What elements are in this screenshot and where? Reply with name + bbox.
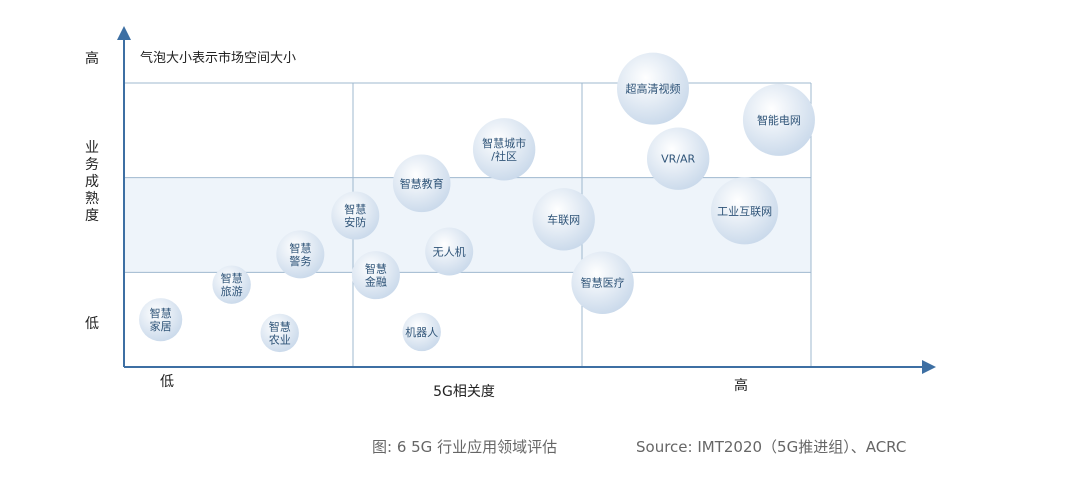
bubble: 无人机 bbox=[425, 227, 474, 276]
bubble-circle bbox=[139, 298, 183, 342]
bubble: 工业互联网 bbox=[710, 177, 779, 245]
bubble-label: 智慧医疗 bbox=[581, 276, 625, 290]
bubble-label: 车联网 bbox=[547, 212, 580, 226]
x-axis-label: 5G相关度 bbox=[433, 384, 495, 400]
bubble-circle bbox=[351, 251, 400, 300]
y-axis-label-char: 业 bbox=[85, 140, 99, 156]
bubble-circle bbox=[402, 312, 441, 352]
bubble-label: 智慧 bbox=[289, 241, 311, 255]
bubble-label: 智慧城市 bbox=[482, 136, 526, 150]
bubble-label: 智慧 bbox=[269, 319, 291, 333]
bubble-circle bbox=[276, 230, 325, 279]
figure-caption: 图: 6 5G 行业应用领域评估 bbox=[372, 438, 558, 456]
y-tick-low: 低 bbox=[85, 316, 99, 332]
bubble-label: 安防 bbox=[344, 215, 366, 229]
y-axis-label-char: 务 bbox=[85, 157, 99, 173]
x-tick-high: 高 bbox=[734, 377, 748, 394]
y-axis-label-char: 度 bbox=[85, 208, 99, 224]
bubble-label: VR/AR bbox=[661, 153, 695, 166]
x-axis-arrow bbox=[922, 360, 936, 374]
y-axis-arrow bbox=[117, 26, 131, 40]
bubble: VR/AR bbox=[646, 127, 710, 190]
bubble-label: 农业 bbox=[269, 332, 291, 346]
y-axis-label-char: 成 bbox=[85, 174, 99, 190]
bubble-label: /社区 bbox=[491, 149, 517, 163]
chart-annotation: 气泡大小表示市场空间大小 bbox=[140, 50, 296, 66]
bubble-label: 智慧教育 bbox=[400, 176, 444, 190]
bubble-circle bbox=[742, 83, 815, 156]
bubble: 智慧教育 bbox=[392, 154, 451, 213]
bubble-label: 智慧 bbox=[344, 202, 366, 216]
bubble-label: 家居 bbox=[150, 319, 172, 333]
bubble-circle bbox=[472, 118, 536, 181]
bubble: 智慧城市/社区 bbox=[472, 118, 536, 181]
bubble-circle bbox=[331, 191, 380, 240]
bubble-circle bbox=[646, 127, 710, 190]
bubble-label: 智能电网 bbox=[757, 113, 801, 127]
bubble-label: 超高清视频 bbox=[625, 82, 680, 96]
bubble-circle bbox=[392, 154, 451, 213]
bubble-circle bbox=[571, 251, 634, 314]
bubble-label: 金融 bbox=[365, 275, 387, 289]
source-caption: Source: IMT2020（5G推进组）、ACRC bbox=[636, 438, 907, 456]
bubble: 超高清视频 bbox=[616, 52, 689, 125]
x-tick-low: 低 bbox=[160, 374, 174, 390]
bubble-circle bbox=[532, 188, 595, 251]
y-tick-high: 高 bbox=[85, 50, 99, 67]
bubble-label: 智慧 bbox=[150, 306, 172, 320]
bubble-label: 智慧 bbox=[365, 262, 387, 276]
bubble-label: 智慧 bbox=[221, 271, 243, 285]
bubble: 智能电网 bbox=[742, 83, 815, 156]
bubble: 智慧医疗 bbox=[571, 251, 634, 314]
bubble-circle bbox=[212, 265, 251, 304]
bubble-circle bbox=[260, 313, 299, 353]
y-axis-label-char: 熟 bbox=[85, 191, 99, 207]
bubble-circle bbox=[616, 52, 689, 125]
bubble: 机器人 bbox=[402, 312, 441, 352]
bubble-circle bbox=[710, 177, 779, 245]
bubble-label: 旅游 bbox=[221, 284, 243, 298]
bubble-label: 工业互联网 bbox=[717, 205, 772, 218]
bubble-label: 机器人 bbox=[405, 325, 438, 339]
bubble-circle bbox=[425, 227, 474, 276]
bubble: 车联网 bbox=[532, 188, 595, 251]
bubble-label: 无人机 bbox=[433, 245, 466, 259]
bubble-label: 警务 bbox=[289, 254, 311, 268]
